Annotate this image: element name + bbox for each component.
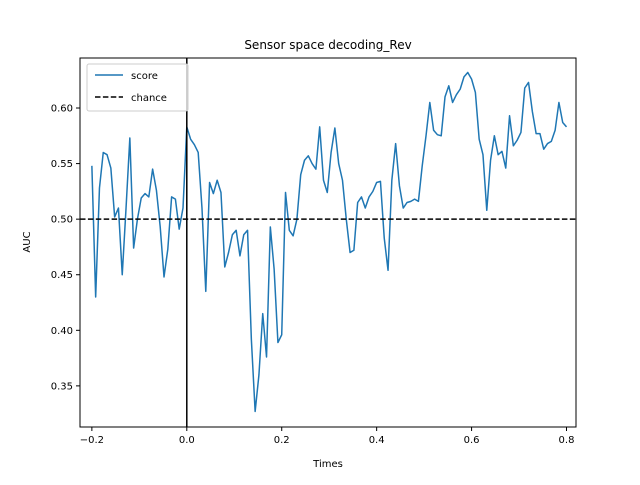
x-tick-label: 0.2 xyxy=(274,435,290,446)
axes-frame xyxy=(79,57,577,428)
plot-area xyxy=(80,58,576,427)
y-tick-label: 0.35 xyxy=(51,381,73,392)
score-line xyxy=(91,71,568,413)
y-tick-label: 0.50 xyxy=(51,215,73,226)
x-tick-label: 0.0 xyxy=(179,435,195,446)
legend-score-label: score xyxy=(131,71,158,82)
y-tick-label: 0.60 xyxy=(51,104,73,115)
y-tick-label: 0.40 xyxy=(51,326,73,337)
x-tick-label: 0.4 xyxy=(369,435,385,446)
legend-chance-label: chance xyxy=(131,93,167,104)
marks-layer xyxy=(80,58,576,427)
y-axis-label: AUC xyxy=(22,231,33,252)
y-tick-label: 0.55 xyxy=(51,159,73,170)
x-tick-label: 0.6 xyxy=(464,435,480,446)
x-ticks: −0.2 0.0 0.2 0.4 0.6 0.8 xyxy=(80,427,575,446)
x-tick-label: 0.8 xyxy=(559,435,575,446)
x-axis-label: Times xyxy=(312,459,343,470)
chart-title: Sensor space decoding_Rev xyxy=(244,38,411,52)
x-tick-label: −0.2 xyxy=(80,435,104,446)
legend: score chance xyxy=(86,63,189,112)
y-tick-label: 0.45 xyxy=(51,270,73,281)
y-ticks: 0.35 0.40 0.45 0.50 0.55 0.60 xyxy=(51,104,80,392)
